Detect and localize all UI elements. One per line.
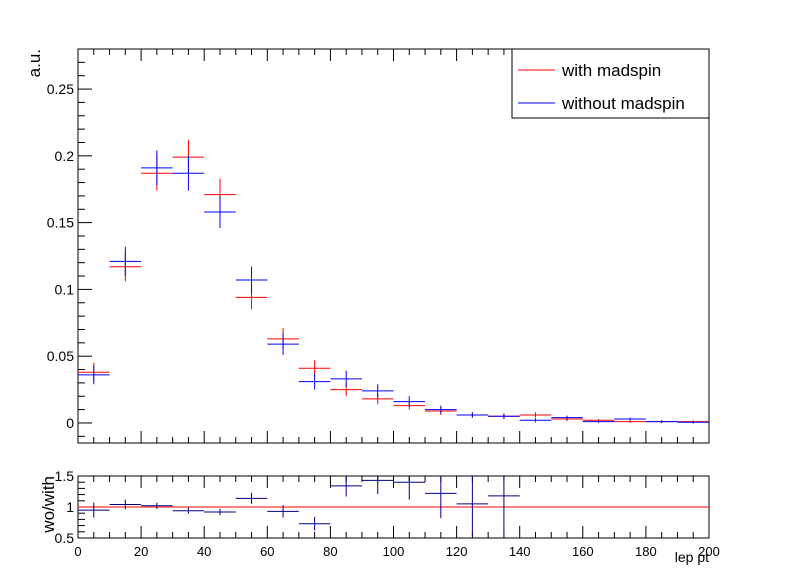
data-point [298,516,331,531]
data-point [551,415,583,420]
data-point [267,505,299,518]
x-tick-label: 40 [197,544,211,559]
x-tick-label: 100 [383,544,405,559]
x-tick-label: 60 [260,544,274,559]
data-point [172,155,205,191]
x-tick-label: 160 [572,544,594,559]
data-point [677,420,709,424]
x-tick-label: 180 [635,544,657,559]
x-tick-label: 0 [74,544,81,559]
y-tick-label: 1 [66,499,74,515]
legend: with madspin without madspin [511,48,710,119]
data-point [267,333,299,355]
y-tick-label: 0.25 [47,81,74,97]
data-point [204,195,236,228]
data-point [235,492,268,504]
data-point [330,476,362,497]
data-point [330,370,362,387]
y-axis-label: a.u. [25,49,44,77]
main-plot-panel: 0 0.05 0.1 0.15 0.2 0.25a.u. [25,48,710,444]
data-point [109,499,142,510]
y-tick-label: 1.5 [55,468,75,484]
data-point [141,502,173,509]
data-point [425,476,457,519]
data-point [78,365,110,385]
data-point [456,476,489,535]
data-point [298,373,331,390]
data-point [645,420,678,423]
y-tick-label: 0.05 [47,348,74,364]
data-point [235,266,268,294]
y-tick-label: 0.5 [55,530,75,546]
x-tick-label: 120 [446,544,468,559]
x-tick-label: 80 [323,544,337,559]
legend-label: without madspin [561,94,685,113]
data-point [519,418,552,423]
data-point [393,476,426,500]
x-tick-label: 20 [134,544,148,559]
data-point [141,150,173,186]
data-point [204,508,236,516]
data-point [488,476,520,535]
data-point [109,246,142,277]
y-tick-label: 0 [66,415,74,431]
data-point [614,417,646,421]
data-point [361,384,394,398]
data-point [456,412,489,418]
x-axis-label: lep pt [675,549,709,565]
data-point [78,502,110,518]
x-tick-label: 200 [698,544,720,559]
data-point [488,413,520,419]
y-tick-label: 0.2 [55,148,75,164]
y-tick-label: 0.1 [55,281,75,297]
data-point [519,412,552,418]
x-tick-label: 140 [509,544,531,559]
data-point [425,405,457,414]
data-point [298,360,331,377]
data-point [582,420,615,423]
data-point [361,476,394,494]
legend-box [511,48,710,119]
y-tick-label: 0.15 [47,215,74,231]
legend-label: with madspin [561,61,661,80]
data-point [172,507,205,514]
data-point [614,420,646,423]
ratio-plot-panel: 0 20 40 60 80 100 120 140 160 180 200 0.5 1 1.5wo/wit… [39,468,720,565]
ratio-y-axis-label: wo/with [39,476,58,534]
data-point [393,396,426,407]
